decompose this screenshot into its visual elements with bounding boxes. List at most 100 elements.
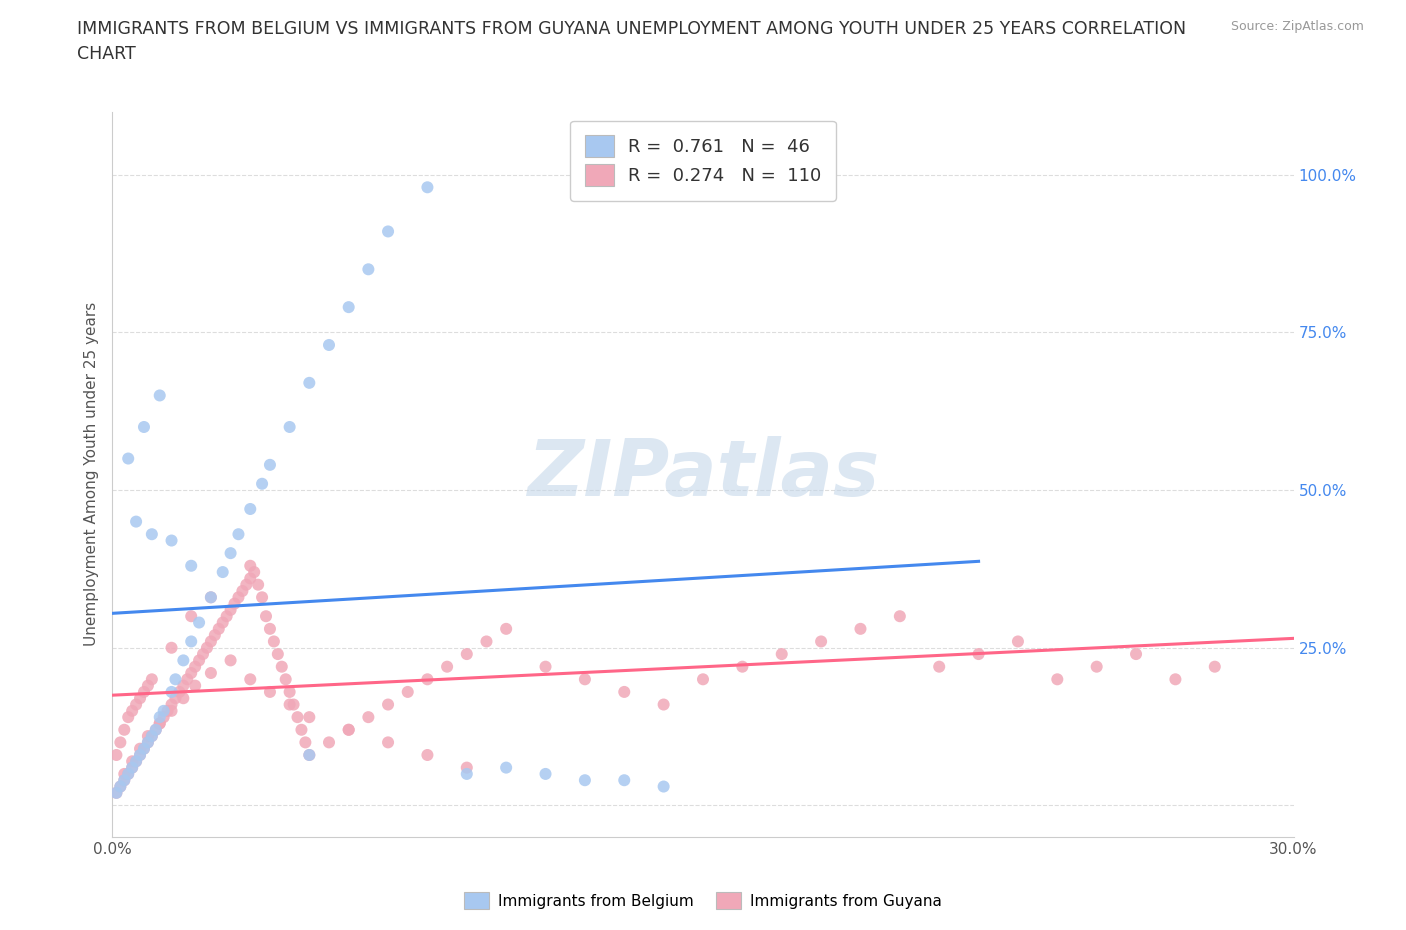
Point xyxy=(298,710,321,724)
Point xyxy=(105,748,128,763)
Point xyxy=(1164,671,1187,686)
Legend: R =  0.761   N =  46, R =  0.274   N =  110: R = 0.761 N = 46, R = 0.274 N = 110 xyxy=(571,121,835,201)
Point xyxy=(160,684,183,699)
Point xyxy=(129,741,152,756)
Point xyxy=(278,684,301,699)
Point xyxy=(259,684,281,699)
Point xyxy=(967,646,990,661)
Point xyxy=(259,458,281,472)
Point xyxy=(121,703,143,718)
Point xyxy=(1125,646,1147,661)
Point xyxy=(613,684,636,699)
Point xyxy=(652,698,675,712)
Point xyxy=(849,621,872,636)
Point xyxy=(228,526,250,541)
Point xyxy=(125,754,148,769)
Point xyxy=(290,723,312,737)
Point xyxy=(180,634,202,649)
Point xyxy=(200,634,222,649)
Point xyxy=(574,671,596,686)
Point xyxy=(132,741,155,756)
Point xyxy=(278,419,301,434)
Point xyxy=(495,760,517,775)
Point xyxy=(692,671,714,686)
Point xyxy=(160,533,183,548)
Point xyxy=(534,766,557,781)
Point xyxy=(228,590,250,604)
Text: IMMIGRANTS FROM BELGIUM VS IMMIGRANTS FROM GUYANA UNEMPLOYMENT AMONG YOUTH UNDER: IMMIGRANTS FROM BELGIUM VS IMMIGRANTS FR… xyxy=(77,20,1187,38)
Point xyxy=(125,754,148,769)
Point xyxy=(211,565,233,579)
Point xyxy=(456,646,478,661)
Point xyxy=(105,786,128,801)
Point xyxy=(254,609,277,624)
Point xyxy=(160,703,183,718)
Legend: Immigrants from Belgium, Immigrants from Guyana: Immigrants from Belgium, Immigrants from… xyxy=(458,886,948,915)
Point xyxy=(283,698,305,712)
Point xyxy=(337,299,360,314)
Point xyxy=(141,671,163,686)
Point xyxy=(149,710,172,724)
Point xyxy=(160,698,183,712)
Point xyxy=(112,773,135,788)
Point xyxy=(105,786,128,801)
Point xyxy=(136,735,159,750)
Point xyxy=(141,526,163,541)
Text: CHART: CHART xyxy=(77,45,136,62)
Point xyxy=(357,710,380,724)
Point xyxy=(156,703,179,718)
Point xyxy=(160,641,183,656)
Point xyxy=(132,419,155,434)
Point xyxy=(267,646,290,661)
Point xyxy=(165,671,187,686)
Point xyxy=(243,565,266,579)
Point xyxy=(810,634,832,649)
Point xyxy=(132,684,155,699)
Point xyxy=(136,728,159,743)
Point xyxy=(136,735,159,750)
Point xyxy=(184,678,207,693)
Point xyxy=(112,766,135,781)
Point xyxy=(247,578,270,592)
Text: ZIPatlas: ZIPatlas xyxy=(527,436,879,512)
Point xyxy=(239,671,262,686)
Point xyxy=(110,779,132,794)
Point xyxy=(416,179,439,194)
Point xyxy=(928,659,950,674)
Point xyxy=(200,666,222,681)
Point xyxy=(250,590,273,604)
Point xyxy=(318,735,340,750)
Point xyxy=(239,501,262,516)
Point xyxy=(239,558,262,573)
Point xyxy=(475,634,498,649)
Point xyxy=(298,748,321,763)
Point xyxy=(129,748,152,763)
Point xyxy=(117,766,139,781)
Point xyxy=(110,779,132,794)
Point xyxy=(112,723,135,737)
Point xyxy=(298,748,321,763)
Point xyxy=(613,773,636,788)
Point xyxy=(200,590,222,604)
Point xyxy=(436,659,458,674)
Point xyxy=(110,735,132,750)
Point xyxy=(1085,659,1108,674)
Point xyxy=(652,779,675,794)
Y-axis label: Unemployment Among Youth under 25 years: Unemployment Among Youth under 25 years xyxy=(83,302,98,646)
Point xyxy=(318,338,340,352)
Point xyxy=(152,703,174,718)
Point xyxy=(259,621,281,636)
Point xyxy=(219,653,242,668)
Point xyxy=(250,476,273,491)
Point xyxy=(117,766,139,781)
Point xyxy=(377,224,399,239)
Point xyxy=(191,646,214,661)
Point xyxy=(184,659,207,674)
Point xyxy=(129,748,152,763)
Point xyxy=(278,698,301,712)
Point xyxy=(188,653,211,668)
Point xyxy=(132,741,155,756)
Point xyxy=(117,451,139,466)
Point xyxy=(231,583,253,598)
Point xyxy=(149,716,172,731)
